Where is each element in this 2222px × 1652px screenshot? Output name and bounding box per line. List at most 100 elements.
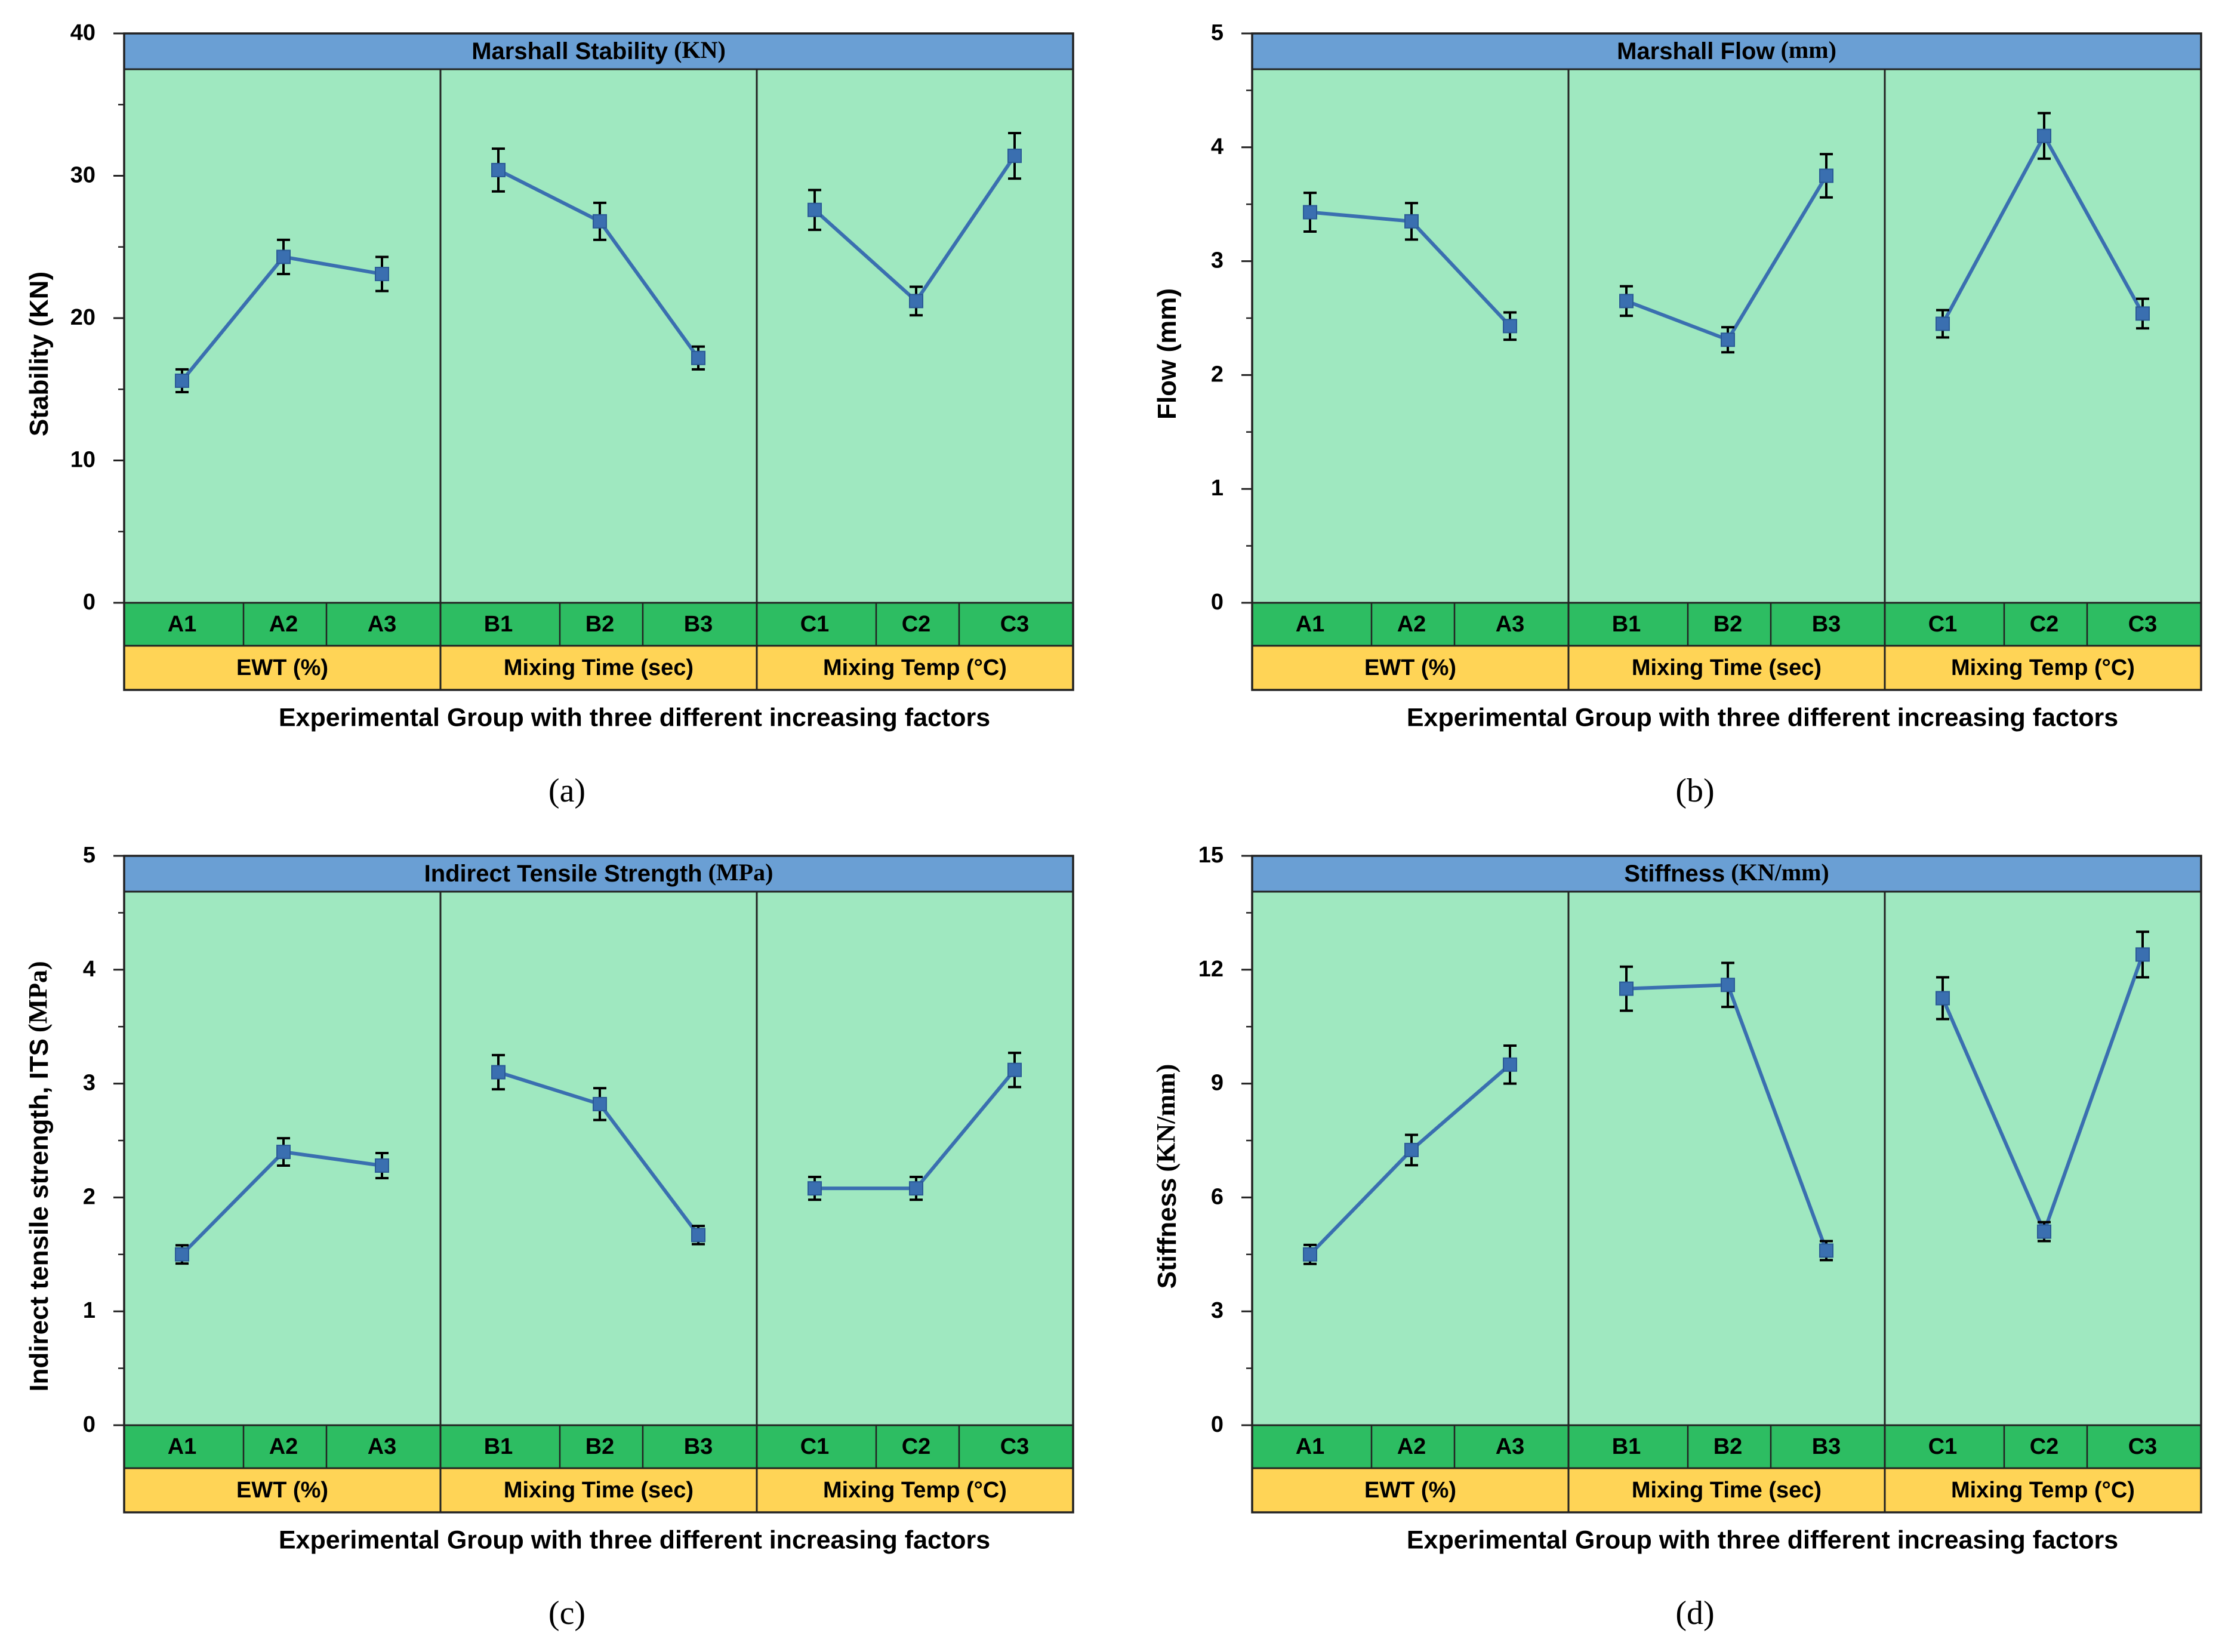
- level-label: A1: [1296, 1434, 1325, 1459]
- y-tick-label: 12: [1198, 957, 1224, 982]
- factor-row: [1252, 1468, 2201, 1512]
- y-axis-label-text: Flow (mm): [1152, 288, 1182, 420]
- chart-title: Marshall Stability (KN): [471, 36, 726, 64]
- level-label: C3: [2128, 1434, 2158, 1459]
- data-point: [1936, 991, 1950, 1006]
- chart-title-text: Marshall Stability: [471, 38, 668, 64]
- y-axis-label: Indirect tensile strength, ITS (MPa): [23, 961, 54, 1391]
- x-axis-label: Experimental Group with three different …: [1407, 1525, 2118, 1554]
- factor-label: EWT (%): [236, 655, 328, 680]
- data-point: [1503, 319, 1517, 334]
- level-label: B1: [1612, 612, 1641, 637]
- level-label: A2: [269, 1434, 298, 1459]
- y-axis-label: Stiffness (KN/mm): [1151, 1064, 1182, 1289]
- chart-title: Indirect Tensile Strength (MPa): [424, 859, 773, 886]
- level-label: B3: [684, 612, 713, 637]
- level-row: [124, 1425, 1073, 1468]
- y-tick-label: 40: [70, 20, 95, 45]
- data-point: [491, 162, 506, 177]
- data-point: [375, 1158, 389, 1173]
- y-tick-label: 4: [83, 957, 95, 982]
- level-label: B3: [1812, 612, 1841, 637]
- level-label: B2: [585, 612, 615, 637]
- y-tick-label: 9: [1211, 1071, 1224, 1096]
- chart-title: Marshall Flow (mm): [1617, 36, 1836, 64]
- data-point: [593, 214, 607, 229]
- level-label: C1: [1928, 1434, 1958, 1459]
- level-label: B1: [484, 612, 513, 637]
- y-tick-label: 0: [1211, 1412, 1224, 1437]
- y-tick-label: 3: [83, 1071, 95, 1096]
- data-point: [1503, 1057, 1517, 1072]
- level-label: C2: [2030, 1434, 2059, 1459]
- level-row: [1252, 1425, 2201, 1468]
- y-axis-label-text: Stability (KN): [24, 272, 54, 436]
- data-point: [1404, 214, 1419, 229]
- chart-title-unit: (KN/mm): [1731, 859, 1829, 886]
- y-tick-label: 0: [1211, 590, 1224, 615]
- data-point: [1819, 168, 1833, 183]
- data-point: [1303, 1247, 1317, 1262]
- y-tick-label: 5: [83, 843, 95, 868]
- title-bar: [1251, 32, 2202, 70]
- data-point: [276, 249, 291, 264]
- level-label: C1: [800, 612, 830, 637]
- level-label: A2: [1397, 1434, 1426, 1459]
- y-tick-label: 6: [1211, 1184, 1224, 1209]
- level-label: B1: [484, 1434, 513, 1459]
- chart-title-text: Stiffness: [1624, 861, 1725, 887]
- data-point: [691, 1228, 705, 1243]
- y-tick-label: 2: [1211, 362, 1224, 387]
- level-label: A1: [168, 612, 197, 637]
- chart-panel-4: Stiffness (KN/mm)03691215Stiffness(KN/mm)…: [1151, 843, 2202, 1632]
- level-label: A3: [1496, 612, 1525, 637]
- plot-frame: [1251, 855, 2202, 1514]
- chart-title-text: Marshall Flow: [1617, 38, 1775, 64]
- y-tick-label: 2: [83, 1184, 95, 1209]
- data-point: [808, 202, 822, 217]
- level-label: B2: [1714, 612, 1743, 637]
- x-axis-label: Experimental Group with three different …: [279, 1525, 990, 1554]
- factor-row: [124, 646, 1073, 690]
- y-axis-label-unit: (KN/mm): [1151, 1064, 1181, 1172]
- factor-label: EWT (%): [1364, 1478, 1456, 1503]
- level-label: A3: [1496, 1434, 1525, 1459]
- level-label: C3: [1000, 1434, 1030, 1459]
- factor-label: EWT (%): [1364, 655, 1456, 680]
- factor-row: [124, 1468, 1073, 1512]
- factor-label: Mixing Time (sec): [1632, 1478, 1822, 1503]
- chart-title-unit: (KN): [674, 36, 726, 63]
- factor-label: Mixing Temp (°C): [823, 655, 1007, 680]
- data-point: [691, 350, 705, 365]
- level-label: B3: [684, 1434, 713, 1459]
- y-tick-label: 3: [1211, 1298, 1224, 1323]
- factor-label: Mixing Temp (°C): [1951, 1478, 2135, 1503]
- level-label: A2: [1397, 612, 1426, 637]
- chart-panel-1: Marshall Stability (KN) 0 10 20 30 40 Stability…: [24, 20, 1074, 809]
- data-point: [1619, 981, 1634, 996]
- x-axis-label: Experimental Group with three different …: [1407, 703, 2118, 732]
- level-label: C2: [2030, 612, 2059, 637]
- y-tick-label: 1: [83, 1298, 95, 1323]
- level-label: B2: [1714, 1434, 1743, 1459]
- data-point: [1819, 1243, 1833, 1258]
- plot-background: [124, 69, 1073, 603]
- panel-label: (a): [548, 772, 585, 809]
- data-point: [1303, 205, 1317, 220]
- title-bar: [123, 855, 1074, 893]
- factor-label: Mixing Time (sec): [504, 1478, 694, 1503]
- data-point: [593, 1096, 607, 1111]
- chart-panel-2: Marshall Flow (mm) 0 1 2 3 4 5 Flow (mm) A1 A2 A3 EW…: [1152, 20, 2202, 809]
- data-point: [1619, 294, 1634, 309]
- x-axis-label: Experimental Group with three different …: [279, 703, 990, 732]
- data-point: [1721, 332, 1735, 347]
- data-point: [2037, 1224, 2051, 1239]
- level-label: C1: [800, 1434, 830, 1459]
- level-label: A1: [1296, 612, 1325, 637]
- level-label: C3: [1000, 612, 1030, 637]
- chart-panel-3: Indirect Tensile Strength (MPa)012345Indi…: [23, 843, 1074, 1632]
- data-point: [1936, 316, 1950, 331]
- y-axis-label: Stability (KN): [24, 272, 54, 436]
- y-tick-label: 30: [70, 163, 95, 188]
- plot-frame: [123, 855, 1074, 1514]
